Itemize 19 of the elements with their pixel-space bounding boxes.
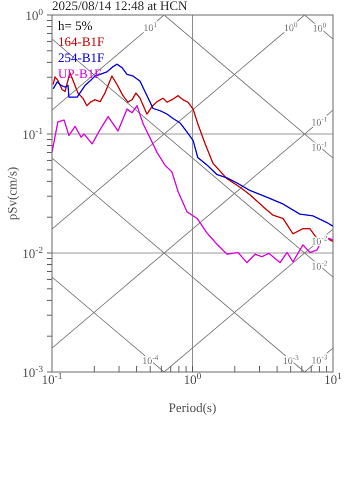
- y-tick-label: 10$^{-2}$: [22, 246, 44, 261]
- text: UP-B1F: [58, 66, 102, 81]
- chart-title: 2025/08/14 12:48 at HCN: [52, 0, 188, 13]
- x-tick-label: 10$^{1}$: [324, 372, 342, 387]
- y-axis-title: pSv(cm/s): [4, 166, 20, 220]
- annotation: 10$^{-4}$: [142, 354, 159, 368]
- y-tick-label: 10$^{-1}$: [22, 127, 44, 142]
- annotation: h= 5%: [58, 18, 92, 33]
- annotation: 10$^{0}$: [312, 22, 327, 35]
- y-tick-label: 10$^{0}$: [25, 8, 44, 23]
- annotation: 10$^{-2}$: [311, 260, 328, 273]
- y-tick-label: 10$^{-3}$: [22, 365, 44, 380]
- annotation: 10$^{-1}$: [311, 140, 328, 154]
- text: 164-B1F: [58, 34, 104, 49]
- x-tick-label: 10$^{-1}$: [42, 372, 63, 387]
- annotation: 10$^{-3}$: [282, 354, 300, 368]
- x-tick-label: 10$^{0}$: [184, 372, 202, 387]
- series-label: 254-B1F: [58, 50, 104, 65]
- x-axis-title: Period(s): [168, 400, 216, 415]
